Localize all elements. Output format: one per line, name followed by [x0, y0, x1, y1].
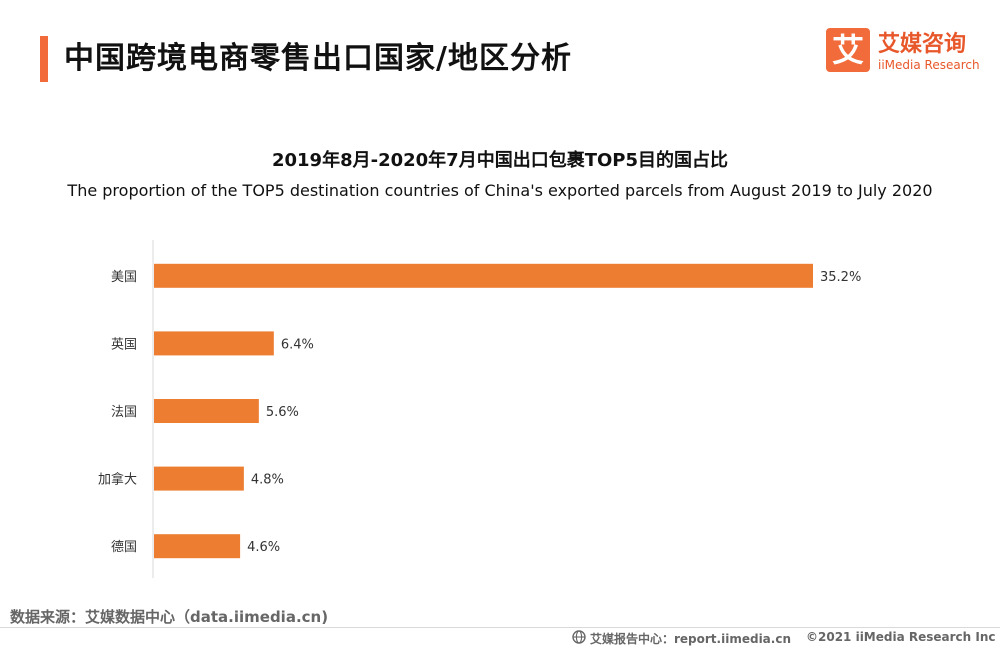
report-center-link[interactable]: 艾媒报告中心：report.iimedia.cn	[590, 632, 791, 646]
page-title: 中国跨境电商零售出口国家/地区分析	[64, 41, 572, 76]
bar	[154, 534, 241, 559]
bar	[154, 399, 259, 423]
chart-subtitle: The proportion of the TOP5 destination c…	[67, 181, 933, 200]
globe-icon	[572, 630, 586, 644]
logo-chinese-name: 艾媒咨询	[878, 32, 967, 57]
value-label: 4.6%	[247, 540, 280, 555]
category-label: 加拿大	[98, 472, 137, 488]
value-label: 35.2%	[820, 270, 861, 285]
bar	[154, 466, 244, 491]
value-label: 5.6%	[266, 405, 299, 420]
iimedia-logo: 艾 艾媒咨询 iiMedia Research	[826, 26, 996, 80]
value-label: 4.8%	[251, 473, 284, 488]
title-accent-bar	[40, 36, 48, 82]
copyright: ©2021 iiMedia Research Inc	[806, 630, 996, 644]
bar	[154, 263, 813, 288]
value-label: 6.4%	[281, 337, 314, 352]
category-label: 德国	[111, 540, 137, 555]
data-source: 数据来源：艾媒数据中心（data.iimedia.cn)	[10, 608, 329, 626]
logo-english-name: iiMedia Research	[878, 58, 980, 72]
footer-divider	[0, 627, 1000, 628]
category-label: 法国	[111, 405, 137, 420]
bar-chart: 美国 35.2% 英国 6.4% 法国 5.6% 加拿大 4.8% 德国 4.6%	[98, 240, 861, 578]
bar	[154, 331, 274, 356]
category-label: 美国	[111, 270, 137, 285]
chart-title: 2019年8月-2020年7月中国出口包裹TOP5目的国占比	[271, 150, 728, 171]
category-label: 英国	[111, 337, 137, 352]
logo-mark-icon: 艾	[826, 28, 870, 72]
